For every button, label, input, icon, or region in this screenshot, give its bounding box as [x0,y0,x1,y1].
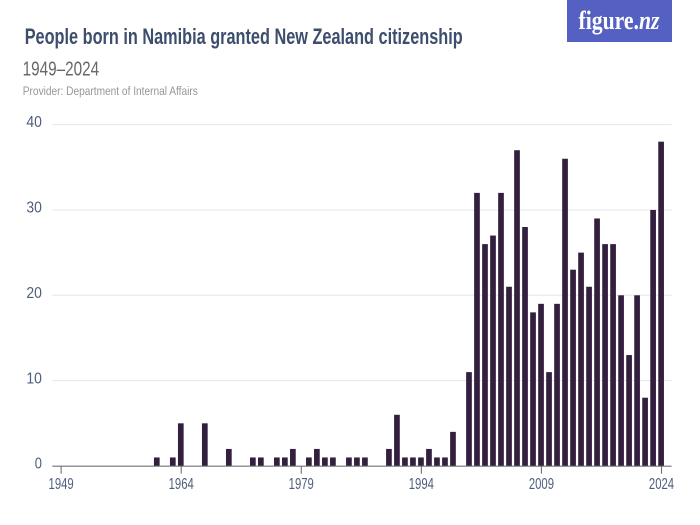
svg-text:1994: 1994 [409,476,434,493]
svg-text:20: 20 [26,285,42,302]
svg-text:40: 40 [26,114,42,131]
svg-text:2024: 2024 [649,476,674,493]
svg-text:Provider: Department of Intern: Provider: Department of Internal Affairs [23,84,198,98]
svg-text:10: 10 [26,370,42,387]
svg-text:People born in Namibia granted: People born in Namibia granted New Zeala… [25,24,463,49]
svg-text:1949–2024: 1949–2024 [23,58,100,81]
svg-text:1979: 1979 [289,476,314,493]
svg-text:0: 0 [35,456,42,473]
svg-text:1949: 1949 [49,476,74,493]
svg-text:30: 30 [26,200,42,217]
svg-text:2009: 2009 [529,476,554,493]
svg-text:figure.nz: figure.nz [579,6,661,35]
svg-text:1964: 1964 [169,476,194,493]
